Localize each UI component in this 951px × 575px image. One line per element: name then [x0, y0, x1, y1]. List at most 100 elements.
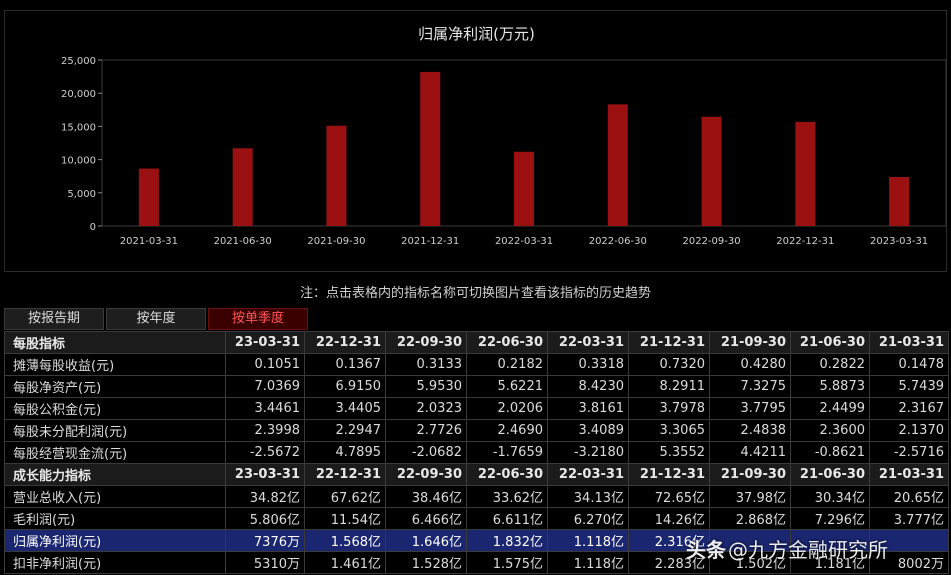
indicator-name[interactable]: 摊薄每股收益(元) — [4, 353, 226, 376]
table-cell: 0.3318 — [547, 353, 629, 376]
table-cell: 34.82亿 — [225, 485, 305, 508]
date-header: 22-12-31 — [304, 463, 386, 486]
indicator-name[interactable]: 每股经营现金流(元) — [4, 441, 226, 464]
indicator-name[interactable]: 营业总收入(元) — [4, 485, 226, 508]
date-header: 22-06-30 — [466, 331, 548, 354]
x-tick-label: 2022-12-31 — [776, 236, 834, 247]
table-cell: 2.316亿 — [628, 529, 710, 552]
bar — [138, 168, 159, 226]
table-cell — [869, 529, 949, 552]
table-cell: 0.7320 — [628, 353, 710, 376]
table-cell: -3.2180 — [547, 441, 629, 464]
table-cell: 3.7795 — [709, 397, 791, 420]
chart-hint-note: 注：点击表格内的指标名称可切换图片查看该指标的历史趋势 — [299, 286, 651, 301]
table-cell: 3.4405 — [304, 397, 386, 420]
table-cell: 1.118亿 — [547, 551, 629, 574]
table-cell: 5.9530 — [385, 375, 467, 398]
table-cell: 4.7895 — [304, 441, 386, 464]
table-cell: 30.34亿 — [790, 485, 870, 508]
table-cell: -2.5672 — [225, 441, 305, 464]
table-row[interactable]: 营业总收入(元) 34.82亿 67.62亿 38.46亿 33.62亿 34.13亿 72… — [4, 485, 949, 508]
table-row[interactable]: 每股经营现金流(元) -2.5672 4.7895 -2.0682 -1.7659 -3.… — [4, 441, 949, 464]
date-header: 22-09-30 — [385, 463, 467, 486]
section-title: 成长能力指标 — [4, 463, 226, 486]
table-cell: 2.868亿 — [709, 507, 791, 530]
table-cell: 2.1370 — [869, 419, 949, 442]
table-cell: 3.777亿 — [869, 507, 949, 530]
indicator-name[interactable]: 扣非净利润(元) — [4, 551, 226, 574]
indicator-name[interactable]: 每股未分配利润(元) — [4, 419, 226, 442]
table-cell: 5.806亿 — [225, 507, 305, 530]
date-header: 21-06-30 — [790, 331, 870, 354]
y-tick-label: 15,000 — [61, 122, 96, 133]
date-header: 22-12-31 — [304, 331, 386, 354]
table-row[interactable]: 毛利润(元) 5.806亿 11.54亿 6.466亿 6.611亿 6.270亿 14.2… — [4, 507, 949, 530]
table-cell: -1.7659 — [466, 441, 548, 464]
bar — [326, 125, 347, 226]
table-cell: 6.9150 — [304, 375, 386, 398]
table-cell: 33.62亿 — [466, 485, 548, 508]
table-cell: 1.502亿 — [709, 551, 791, 574]
table-cell: 3.7978 — [628, 397, 710, 420]
table-cell: 2.4499 — [790, 397, 870, 420]
table-row[interactable]: 归属净利润(元) 7376万 1.568亿 1.646亿 1.832亿 1.118亿 2.3… — [4, 529, 949, 552]
table-cell: 1.568亿 — [304, 529, 386, 552]
x-tick-label: 2023-03-31 — [870, 236, 928, 247]
table-row[interactable]: 摊薄每股收益(元) 0.1051 0.1367 0.3133 0.2182 0.3318 0… — [4, 353, 949, 376]
table-cell: 1.646亿 — [385, 529, 467, 552]
table-cell: 1.118亿 — [547, 529, 629, 552]
table-cell: 3.8161 — [547, 397, 629, 420]
indicator-name[interactable]: 毛利润(元) — [4, 507, 226, 530]
table-row[interactable]: 每股公积金(元) 3.4461 3.4405 2.0323 2.0206 3.8161 3.… — [4, 397, 949, 420]
x-tick-label: 2022-06-30 — [589, 236, 647, 247]
bar — [514, 151, 534, 226]
table-row[interactable]: 每股净资产(元) 7.0369 6.9150 5.9530 5.6221 8.4230 8.… — [4, 375, 949, 398]
bar — [795, 121, 816, 226]
table-cell: 5310万 — [225, 551, 305, 574]
table-cell: 3.4089 — [547, 419, 629, 442]
table-cell: 5.8873 — [790, 375, 870, 398]
y-tick-label: 5,000 — [67, 189, 96, 200]
table-cell: 2.3998 — [225, 419, 305, 442]
table-cell: 2.283亿 — [628, 551, 710, 574]
table-cell: 11.54亿 — [304, 507, 386, 530]
table-cell: 0.1478 — [869, 353, 949, 376]
table-cell: 5.6221 — [466, 375, 548, 398]
section-header-row: 成长能力指标 23-03-31 22-12-31 22-09-30 22-06-30 22… — [4, 463, 949, 486]
table-cell: 0.4280 — [709, 353, 791, 376]
table-cell: 2.4690 — [466, 419, 548, 442]
date-header: 22-09-30 — [385, 331, 467, 354]
table-row[interactable]: 扣非净利润(元) 5310万 1.461亿 1.528亿 1.575亿 1.118亿 2.2… — [4, 551, 949, 574]
date-header: 22-03-31 — [547, 331, 629, 354]
table-cell: 2.3600 — [790, 419, 870, 442]
table-cell: 2.0323 — [385, 397, 467, 420]
date-header: 23-03-31 — [225, 463, 305, 486]
tab-by-year[interactable]: 按年度 — [106, 308, 206, 330]
indicator-name[interactable]: 归属净利润(元) — [4, 529, 226, 552]
table-cell: 3.4461 — [225, 397, 305, 420]
indicator-name[interactable]: 每股净资产(元) — [4, 375, 226, 398]
table-cell: 4.4211 — [709, 441, 791, 464]
tab-by-single-quarter[interactable]: 按单季度 — [208, 308, 308, 330]
x-tick-label: 2021-06-30 — [214, 236, 272, 247]
x-tick-label: 2021-12-31 — [401, 236, 459, 247]
table-cell: 1.528亿 — [385, 551, 467, 574]
x-tick-label: 2021-03-31 — [120, 236, 178, 247]
table-cell: -0.8621 — [790, 441, 870, 464]
table-cell: 8.2911 — [628, 375, 710, 398]
x-tick-label: 2022-09-30 — [682, 236, 740, 247]
bar — [701, 116, 722, 226]
table-cell: 2.2947 — [304, 419, 386, 442]
chart-panel: 归属净利润(万元) 0 5,000 10,000 15,000 20,000 25,000… — [4, 10, 947, 272]
indicator-name[interactable]: 每股公积金(元) — [4, 397, 226, 420]
table-body: 每股指标 23-03-31 22-12-31 22-09-30 22-06-30 22-0… — [4, 331, 949, 574]
table-row[interactable]: 每股未分配利润(元) 2.3998 2.2947 2.7726 2.4690 3.4089… — [4, 419, 949, 442]
table-cell: 8002万 — [869, 551, 949, 574]
table-cell: 7.3275 — [709, 375, 791, 398]
table-cell: 38.46亿 — [385, 485, 467, 508]
table-cell: 0.2822 — [790, 353, 870, 376]
table-cell: 6.611亿 — [466, 507, 548, 530]
chart-title: 归属净利润(万元) — [418, 25, 535, 43]
table-cell: 6.270亿 — [547, 507, 629, 530]
tab-by-report-period[interactable]: 按报告期 — [4, 308, 104, 330]
